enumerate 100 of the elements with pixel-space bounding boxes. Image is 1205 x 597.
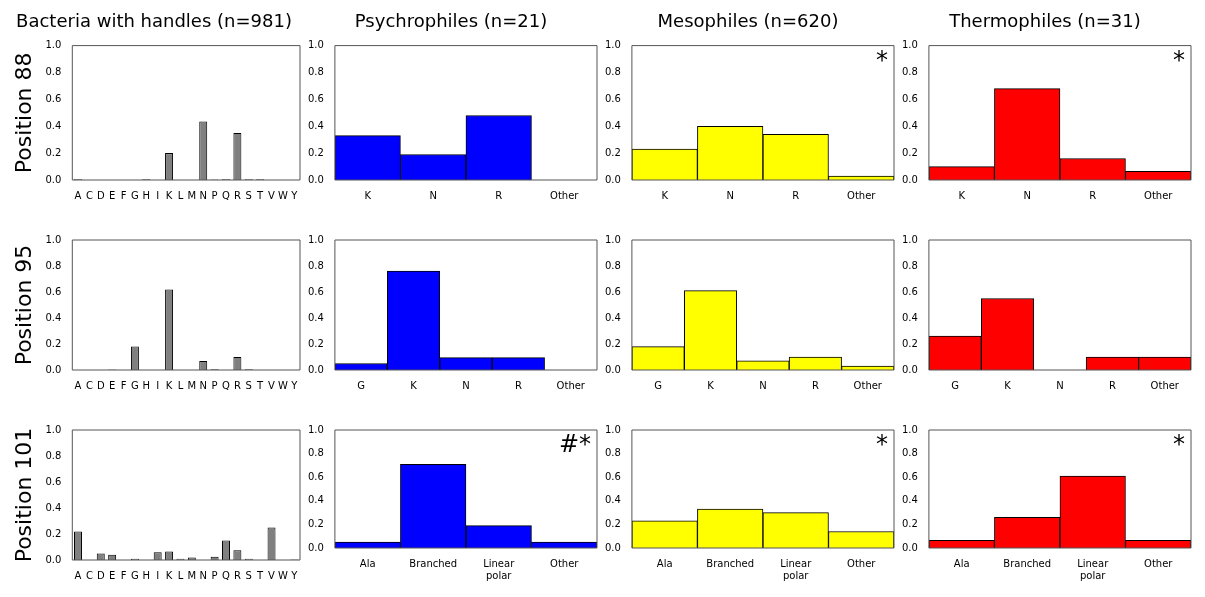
- y-tick-label: 0.8: [605, 66, 621, 78]
- chart-title: Mesophiles (n=620): [657, 10, 839, 32]
- y-tick-label: 1.0: [308, 39, 324, 51]
- x-tick-label: E: [108, 189, 116, 201]
- x-tick-label: E: [108, 569, 116, 581]
- x-tick-label: N: [759, 379, 767, 391]
- x-tick-label: F: [120, 189, 127, 201]
- x-tick-label: G: [357, 379, 365, 391]
- x-tick-label: H: [142, 569, 151, 581]
- y-tick-label: 1.0: [902, 233, 918, 245]
- y-tick-label: 1.0: [605, 423, 621, 435]
- y-tick-label: 0.0: [902, 363, 918, 375]
- x-tick-label: K: [661, 189, 669, 201]
- chart-title: Thermophiles (n=31): [948, 10, 1141, 32]
- x-tick-label: R: [792, 189, 800, 201]
- x-tick-label: R: [233, 379, 241, 391]
- y-tick-label: 0.8: [902, 66, 918, 78]
- x-tick-label: V: [268, 189, 276, 201]
- y-tick-label: 0.4: [308, 494, 324, 506]
- x-tick-label: S: [245, 569, 252, 581]
- y-tick-label: 1.0: [605, 39, 621, 51]
- x-tick-label: Y: [290, 379, 299, 391]
- x-tick-label: V: [268, 569, 276, 581]
- y-tick-label: 0.2: [308, 337, 324, 349]
- x-tick-label: K: [958, 189, 966, 201]
- y-tick-label: 0.8: [45, 66, 62, 78]
- x-tick-label: L: [177, 379, 184, 391]
- x-tick-label: I: [156, 379, 160, 391]
- y-tick-label: 0.8: [45, 449, 62, 461]
- y-tick-label: 0.6: [45, 285, 62, 297]
- annotation: *: [1173, 45, 1185, 74]
- x-tick-label: N: [199, 189, 207, 201]
- x-tick-label: W: [277, 189, 288, 201]
- x-tick-label: A: [74, 569, 82, 581]
- x-tick-label: V: [268, 379, 276, 391]
- x-tick-label: Linear polar: [483, 557, 516, 581]
- y-tick-label: 0.2: [605, 146, 621, 158]
- x-tick-label: Q: [222, 569, 231, 581]
- x-tick-label: Other: [1144, 189, 1174, 201]
- y-tick-label: 0.0: [308, 173, 324, 185]
- x-tick-label: P: [211, 379, 218, 391]
- x-tick-label: A: [74, 189, 82, 201]
- y-tick-label: 0.8: [605, 259, 621, 271]
- x-tick-label: K: [165, 569, 173, 581]
- x-tick-label: R: [811, 379, 819, 391]
- chart-title: Bacteria with handles (n=981): [16, 10, 292, 32]
- x-tick-label: G: [131, 379, 139, 391]
- x-tick-label: N: [429, 189, 437, 201]
- y-tick-label: 1.0: [308, 423, 324, 435]
- x-tick-label: A: [74, 379, 82, 391]
- y-tick-label: 0.4: [45, 119, 62, 131]
- y-tick-label: 1.0: [902, 39, 918, 51]
- x-tick-label: S: [245, 379, 252, 391]
- chart-title: Psychrophiles (n=21): [354, 10, 548, 32]
- x-tick-label: N: [1023, 189, 1031, 201]
- y-tick-label: 0.0: [45, 363, 62, 375]
- y-tick-label: 0.4: [605, 494, 621, 506]
- x-tick-label: Q: [222, 379, 231, 391]
- y-tick-label: 0.6: [902, 470, 918, 482]
- x-tick-label: Other: [550, 189, 580, 201]
- x-tick-label: Other: [556, 379, 586, 391]
- y-tick-label: 1.0: [605, 233, 621, 245]
- y-tick-label: 0.6: [308, 92, 324, 104]
- y-tick-label: 0.6: [45, 475, 62, 487]
- x-tick-label: Other: [1150, 379, 1180, 391]
- x-tick-label: R: [1089, 189, 1097, 201]
- annotation: *: [876, 430, 888, 459]
- x-tick-label: K: [707, 379, 715, 391]
- y-tick-label: 0.8: [45, 259, 62, 271]
- y-tick-label: 0.6: [902, 285, 918, 297]
- y-tick-label: 1.0: [308, 233, 324, 245]
- x-tick-label: K: [364, 189, 372, 201]
- y-tick-label: 0.4: [902, 311, 918, 323]
- x-tick-label: D: [96, 569, 105, 581]
- y-tick-label: 0.8: [605, 447, 621, 459]
- y-tick-label: 0.4: [605, 119, 621, 131]
- x-tick-label: I: [156, 189, 160, 201]
- y-tick-label: 0.0: [605, 541, 621, 553]
- y-tick-label: 0.6: [45, 92, 62, 104]
- x-tick-label: R: [514, 379, 522, 391]
- x-tick-label: L: [177, 569, 184, 581]
- y-tick-label: 1.0: [45, 233, 62, 245]
- y-tick-label: 0.4: [308, 119, 324, 131]
- y-tick-label: 0.8: [308, 259, 324, 271]
- x-tick-label: Other: [847, 189, 877, 201]
- x-tick-label: I: [156, 569, 160, 581]
- x-tick-label: T: [256, 189, 265, 201]
- x-tick-label: Ala: [656, 557, 673, 569]
- y-tick-label: 1.0: [902, 423, 918, 435]
- x-tick-label: Y: [290, 189, 299, 201]
- x-tick-label: Ala: [359, 557, 376, 569]
- x-tick-label: Other: [1144, 557, 1174, 569]
- x-tick-label: C: [85, 569, 93, 581]
- x-tick-label: E: [108, 379, 116, 391]
- y-tick-label: 0.0: [308, 363, 324, 375]
- x-tick-label: N: [199, 569, 207, 581]
- x-tick-label: H: [142, 379, 151, 391]
- y-tick-label: 1.0: [45, 423, 62, 435]
- x-tick-label: T: [256, 379, 265, 391]
- y-tick-label: 0.0: [902, 173, 918, 185]
